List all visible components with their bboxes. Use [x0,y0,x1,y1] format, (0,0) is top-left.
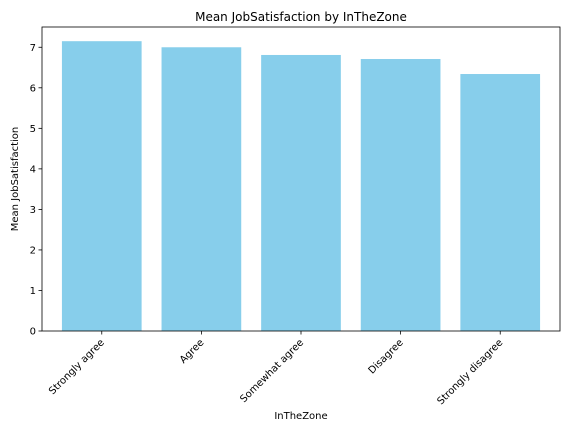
y-tick-label: 7 [30,43,36,54]
bar-strongly-agree [61,41,142,331]
y-tick-label: 6 [30,83,36,94]
bar-strongly-disagree [460,74,541,332]
bars-group [61,41,541,332]
y-tick-label: 2 [30,245,36,256]
bar-agree [161,47,242,332]
y-tick-label: 5 [30,124,36,135]
y-axis-ticks: 0 1 2 3 4 5 6 7 [30,43,42,338]
y-tick-label: 1 [30,286,36,297]
chart-title: Mean JobSatisfaction by InTheZone [195,10,407,24]
plot-frame [41,26,561,332]
y-tick-label: 0 [30,327,36,338]
y-tick-label: 4 [30,164,36,175]
bar-somewhat-agree [261,54,341,331]
y-tick-label: 3 [30,205,36,216]
y-axis-label: Mean JobSatisfaction [10,127,21,232]
bar-disagree [360,59,441,332]
x-axis-label: InTheZone [274,411,327,422]
